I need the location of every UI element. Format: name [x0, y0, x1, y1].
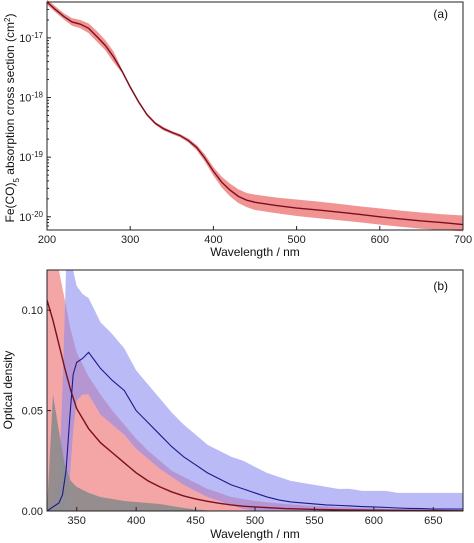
panel-a-error-band — [47, 0, 463, 232]
panel-a-y-axis-label-sub: 5 — [12, 177, 21, 182]
panel-a-x-tick-label: 600 — [371, 234, 389, 246]
panel-b-y-tick-label: 0.05 — [22, 406, 43, 418]
panel-a-y-axis-label: Fe(CO)5 absorption cross section (cm2) — [3, 14, 21, 223]
panel-a-y-tick-exponent: -20 — [31, 209, 43, 218]
panel-a-y-ticks: 10-17 10-18 10-19 10-20 — [19, 1, 51, 227]
panel-b-blue-uncertainty-band — [47, 270, 463, 511]
panel-a-x-tick-label: 500 — [287, 234, 305, 246]
panel-b-y-axis-label: Optical density — [1, 351, 15, 430]
panel-a-y-tick-exponent: -18 — [31, 90, 43, 99]
panel-a-x-tick-label: 700 — [454, 234, 472, 246]
panel-b-red-uncertainty-band — [47, 270, 463, 511]
panel-b-y-tick-label: 0.00 — [22, 506, 43, 518]
panel-a-x-tick-label: 400 — [204, 234, 222, 246]
panel-a-x-axis-label: Wavelength / nm — [210, 245, 300, 259]
panel-a-x-ticks: 200 300 400 500 600 700 — [38, 226, 472, 246]
panel-b: 350 400 450 500 550 600 650 0.00 0.05 0.10 (b) W… — [1, 269, 464, 541]
panel-b-x-tick-label: 500 — [246, 515, 264, 527]
panel-b-x-tick-label: 350 — [68, 515, 86, 527]
panel-a-y-tick-label: 10-19 — [19, 150, 43, 165]
panel-a-x-tick-label: 300 — [121, 234, 139, 246]
panel-a-uncertainty-band — [47, 0, 463, 232]
panel-b-y-ticks: 0.00 0.05 0.10 — [22, 305, 51, 518]
panel-b-gray-area — [47, 394, 220, 511]
panel-b-x-tick-label: 650 — [424, 515, 442, 527]
panel-b-areas — [47, 270, 463, 511]
panel-b-red-curve — [47, 299, 463, 511]
panel-a-y-tick-exponent: -17 — [31, 30, 43, 39]
panel-a-frame — [46, 1, 464, 231]
panel-b-x-tick-label: 600 — [365, 515, 383, 527]
panel-b-x-tick-label: 400 — [127, 515, 145, 527]
panel-b-x-tick-label: 550 — [305, 515, 323, 527]
panel-a-y-tick-label: 10-20 — [19, 209, 43, 224]
panel-a-y-axis-label-sup: 2 — [3, 17, 12, 22]
panel-a-cross-section-line — [46, 1, 464, 226]
panel-a: 200 300 400 500 600 700 10-1710-1810-1910-20 … — [3, 0, 472, 259]
panel-b-x-tick-label: 450 — [186, 515, 204, 527]
panel-a-y-tick-label: 10-17 — [19, 30, 43, 45]
panel-b-plot-area — [47, 270, 463, 511]
panel-a-cross-section-curve — [46, 1, 464, 226]
panel-b-label: (b) — [433, 279, 448, 293]
panel-b-x-ticks: 350 400 450 500 550 600 650 — [68, 507, 442, 527]
panel-a-x-tick-label: 200 — [38, 234, 56, 246]
panel-b-y-tick-label: 0.10 — [22, 305, 43, 317]
panel-a-label: (a) — [433, 7, 448, 21]
panel-a-y-tick-exponent: -19 — [31, 150, 43, 159]
panel-b-x-axis-label: Wavelength / nm — [210, 527, 300, 541]
panel-b-blue-curve — [47, 351, 463, 511]
panel-a-y-tick-label: 10-18 — [19, 90, 43, 105]
